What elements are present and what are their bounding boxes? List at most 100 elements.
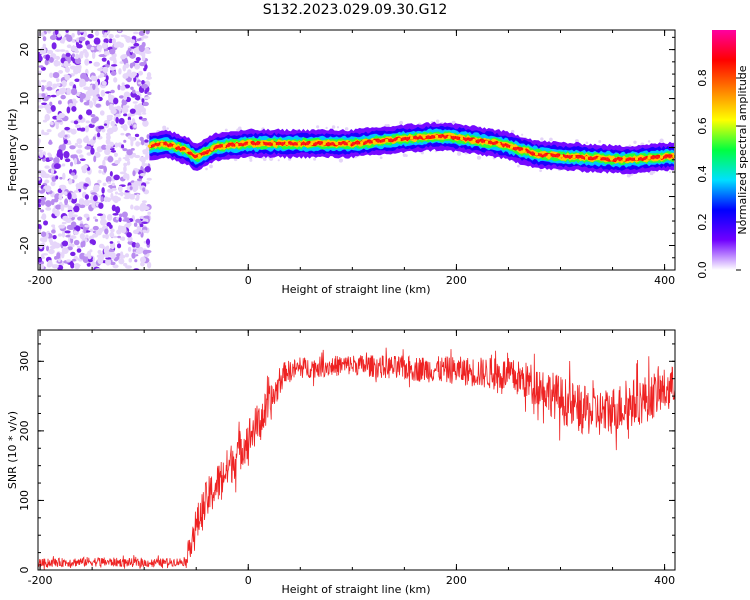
noise-speckle (118, 217, 122, 223)
noise-speckle (142, 101, 149, 107)
noise-speckle (114, 142, 119, 148)
noise-speckle (127, 48, 132, 51)
noise-speckle (61, 221, 67, 225)
noise-speckle (41, 253, 49, 256)
noise-speckle (120, 132, 125, 136)
noise-speckle (97, 75, 102, 79)
noise-speckle (134, 259, 138, 263)
noise-speckle (76, 149, 83, 154)
noise-speckle (123, 113, 128, 117)
noise-speckle (45, 207, 52, 211)
noise-speckle (48, 139, 52, 145)
noise-speckle (71, 258, 77, 262)
ridge-halo-speckle (539, 169, 542, 173)
ridge-peak-dot (430, 134, 435, 139)
noise-speckle (73, 157, 78, 165)
x-tick-label: 200 (446, 574, 467, 587)
noise-speckle (123, 262, 128, 267)
noise-speckle (55, 55, 61, 61)
noise-speckle (64, 230, 71, 234)
noise-speckle (40, 231, 47, 238)
noise-speckle (76, 43, 83, 49)
noise-speckle (83, 183, 89, 187)
noise-speckle (123, 162, 128, 167)
noise-speckle (83, 76, 90, 82)
ridge-peak-dot (422, 135, 426, 139)
noise-speckle (71, 38, 77, 43)
ridge-peak-dot (301, 142, 306, 146)
noise-speckle (110, 150, 117, 153)
noise-speckle (98, 165, 105, 170)
noise-speckle (61, 143, 66, 151)
y-tick-label: -20 (18, 237, 31, 255)
noise-speckle (51, 241, 58, 249)
noise-speckle (133, 180, 140, 186)
noise-speckle (139, 156, 147, 160)
noise-speckle (117, 30, 122, 33)
noise-speckle (48, 157, 54, 161)
noise-speckle (111, 64, 118, 67)
noise-speckle (39, 51, 46, 55)
snr-series-line (38, 347, 675, 570)
ridge-peak-dot (460, 136, 464, 141)
noise-speckle (146, 134, 150, 140)
spectrogram-panel: -200 0 200 400 -20 -10 0 10 20 Height of straigh… (6, 29, 676, 296)
noise-speckle (50, 105, 56, 112)
noise-speckle (130, 204, 134, 210)
ridge-peak-dot (268, 142, 272, 146)
ridge-peak-dot (226, 143, 231, 148)
noise-speckle (43, 220, 49, 226)
noise-speckle (135, 91, 141, 95)
noise-speckle (86, 250, 92, 257)
noise-speckle (117, 235, 122, 239)
noise-speckle (95, 152, 101, 158)
ridge-halo-speckle (325, 126, 328, 130)
ridge-halo-speckle (510, 129, 515, 134)
noise-speckle (49, 101, 53, 107)
noise-speckle (139, 62, 146, 67)
noise-speckle (41, 213, 47, 221)
noise-speckle (39, 151, 44, 158)
noise-speckle (108, 33, 114, 39)
noise-speckle (135, 57, 141, 62)
ridge-peak-dot (197, 154, 201, 158)
x-tick-label: 400 (654, 274, 675, 287)
ridge-peak-dot (185, 149, 189, 153)
ridge-peak-dot (380, 139, 385, 143)
noise-speckle (137, 112, 142, 116)
ridge-peak-dot (397, 137, 401, 141)
noise-speckle (42, 43, 47, 49)
noise-speckle (116, 243, 122, 249)
ridge-peak-dot (630, 157, 634, 161)
noise-speckle (111, 204, 116, 212)
ridge-peak-dot (639, 157, 643, 161)
noise-speckle (87, 33, 94, 39)
noise-speckle (61, 163, 66, 167)
ridge-peak-dot (164, 142, 168, 146)
noise-speckle (58, 69, 64, 74)
noise-speckle (53, 198, 59, 203)
noise-speckle (38, 65, 44, 68)
noise-speckle (133, 222, 138, 227)
noise-speckle (142, 229, 147, 234)
noise-speckle (141, 41, 146, 48)
noise-speckle (105, 144, 111, 150)
noise-speckle (79, 158, 86, 162)
noise-speckle (108, 249, 115, 252)
noise-speckle (74, 142, 79, 147)
noise-speckle (135, 242, 140, 249)
ridge-halo-speckle (435, 119, 440, 124)
noise-speckle (76, 245, 81, 248)
noise-speckle (121, 107, 129, 114)
ridge-peak-dot (559, 154, 564, 158)
ridge-peak-dot (651, 156, 655, 160)
noise-speckle (89, 79, 93, 82)
noise-speckle (69, 81, 74, 87)
ridge-peak-dot (256, 142, 260, 146)
noise-speckle (41, 93, 46, 97)
noise-speckle (67, 192, 72, 200)
noise-speckle (130, 91, 137, 98)
noise-speckle (118, 185, 123, 193)
ridge-peak-dot (539, 153, 543, 157)
ridge-peak-dot (222, 144, 226, 148)
